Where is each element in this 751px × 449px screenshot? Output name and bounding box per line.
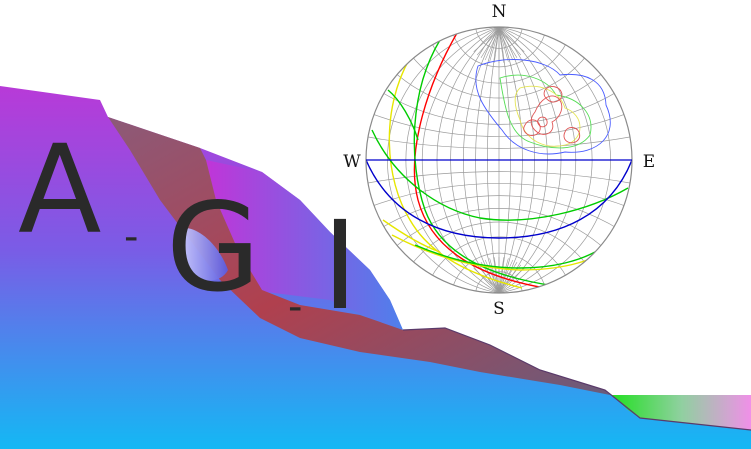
density-contour (543, 86, 563, 103)
net-pole-tick (473, 268, 500, 292)
logo-letter-i: I (322, 195, 358, 337)
west-label: W (343, 152, 361, 172)
net-pole-tick (476, 28, 500, 56)
logo-letter-a: A (18, 119, 101, 261)
net-small-circle (366, 183, 632, 293)
net-small-circle (387, 221, 611, 293)
net-pole-tick (493, 28, 500, 63)
net-small-circle (450, 252, 548, 293)
plane-great-circle (382, 219, 441, 253)
density-contour (499, 74, 592, 149)
net-small-circle (366, 171, 632, 293)
south-label: S (493, 299, 505, 319)
plane-great-circle (414, 244, 596, 269)
net-pole-tick (498, 28, 518, 58)
net-small-circle (366, 208, 632, 293)
slide-edge-line (402, 327, 751, 431)
net-small-circle (450, 27, 548, 68)
slip-surface (175, 227, 228, 281)
net-pole-tick (498, 28, 509, 62)
net-small-circle (366, 27, 632, 149)
net-pole-tick (498, 28, 505, 63)
toe-terrace (612, 395, 751, 430)
net-small-circle (366, 195, 632, 293)
net-pole-tick (493, 257, 500, 292)
logo-separator-1: - (124, 214, 138, 260)
plane-great-circle (413, 39, 556, 287)
net-pole-tick (473, 28, 500, 52)
density-contour (563, 127, 581, 144)
east-label: E (643, 152, 655, 172)
plane-great-circle (366, 159, 632, 239)
agi-logo: A - G - I (18, 119, 358, 337)
net-small-circle (421, 236, 577, 293)
net-pole-tick (484, 28, 500, 61)
net-small-circle (366, 27, 632, 125)
plane-great-circle (413, 32, 546, 289)
net-pole-tick (498, 28, 514, 61)
density-contour (537, 116, 548, 128)
plane-great-circle (388, 57, 523, 289)
density-contour (514, 85, 581, 147)
terrain-model (0, 86, 751, 449)
density-contour (475, 59, 611, 155)
density-contour (523, 119, 541, 137)
pole-density-contours (475, 59, 611, 155)
logo-separator-2: - (288, 284, 302, 330)
net-small-circle (421, 27, 577, 84)
density-contour (530, 95, 563, 135)
net-pole-tick (480, 28, 500, 58)
logo-letter-g: G (166, 177, 261, 319)
net-pole-tick (498, 268, 525, 292)
plane-great-circle (387, 89, 419, 141)
net-pole-tick (498, 28, 525, 52)
net-pole-tick (489, 28, 500, 62)
plane-great-circle (371, 129, 629, 221)
net-small-circle (366, 27, 632, 112)
north-label: N (492, 2, 507, 22)
net-pole-tick (498, 28, 522, 56)
net-small-circle (387, 27, 611, 99)
net-small-circle (366, 27, 632, 137)
